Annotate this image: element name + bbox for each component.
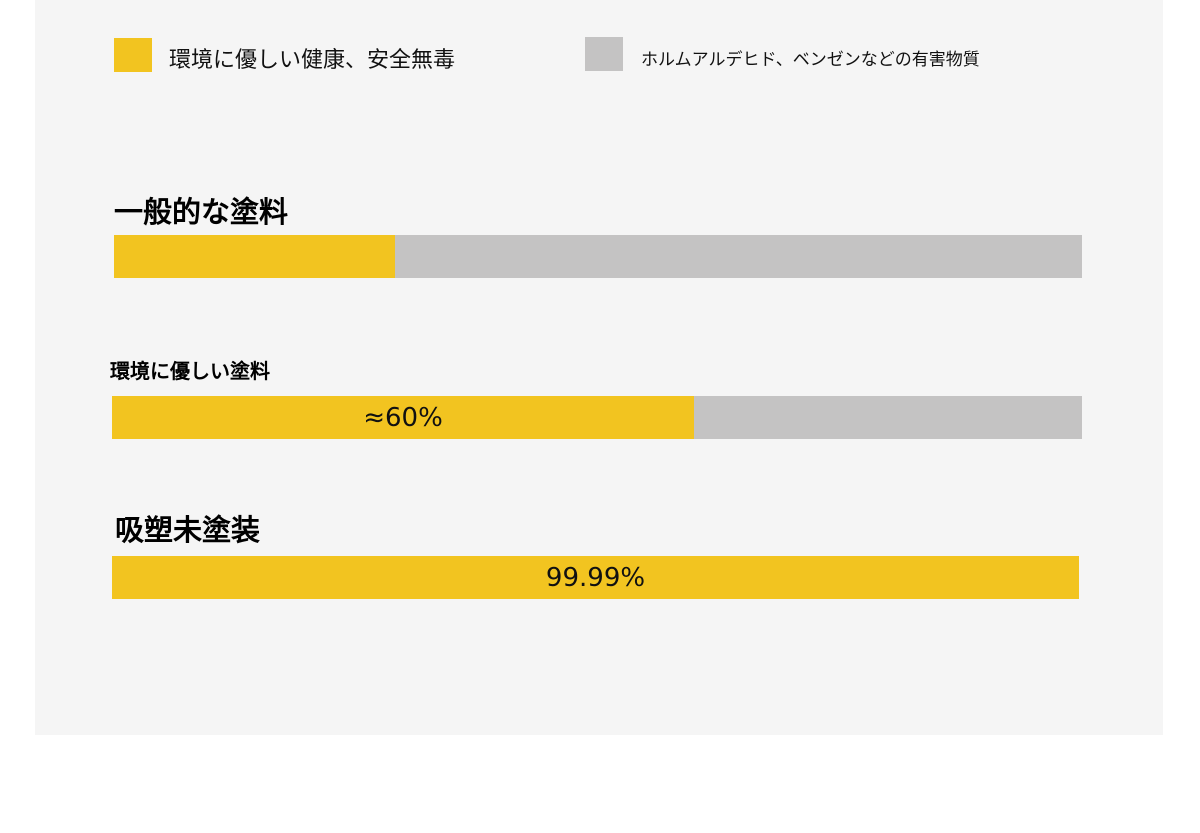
category-label-unpainted: 吸塑未塗装 bbox=[115, 513, 261, 547]
bar-track-unpainted: 99.99% bbox=[112, 556, 1079, 599]
bar-value-conventional-paint bbox=[114, 235, 395, 278]
bar-value-unpainted: 99.99% bbox=[545, 562, 646, 593]
bar-value-eco-paint: ≈60% bbox=[363, 402, 443, 433]
bar-safe-eco-paint bbox=[112, 396, 694, 439]
category-label-conventional-paint: 一般的な塗料 bbox=[114, 195, 289, 229]
bar-safe-unpainted bbox=[112, 556, 1079, 599]
bar-safe-conventional-paint bbox=[114, 235, 395, 278]
legend-label-safe: 環境に優しい健康、安全無毒 bbox=[169, 48, 456, 73]
legend-swatch-harmful bbox=[585, 37, 623, 71]
category-label-eco-paint: 環境に優しい塗料 bbox=[110, 359, 270, 383]
legend-label-harmful: ホルムアルデヒド、ベンゼンなどの有害物質 bbox=[641, 50, 980, 70]
legend-swatch-safe bbox=[114, 38, 152, 72]
bar-track-eco-paint: ≈60% bbox=[112, 396, 1082, 439]
bar-track-conventional-paint bbox=[114, 235, 1082, 278]
chart-panel bbox=[35, 0, 1163, 735]
